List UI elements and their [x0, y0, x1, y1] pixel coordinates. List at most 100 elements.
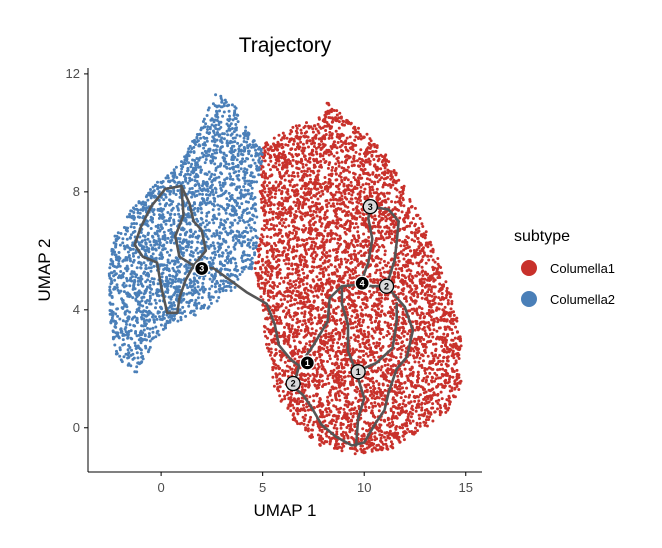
point: [366, 372, 370, 376]
point: [359, 199, 362, 203]
point: [278, 221, 282, 225]
point: [358, 317, 362, 321]
point: [432, 292, 436, 296]
point: [323, 113, 327, 117]
point: [434, 342, 438, 346]
point: [309, 245, 313, 249]
point: [359, 189, 363, 193]
point: [358, 196, 361, 199]
point: [294, 347, 298, 351]
point: [321, 289, 325, 293]
point: [286, 276, 290, 279]
point: [409, 400, 413, 404]
point: [386, 236, 390, 240]
point: [374, 310, 378, 314]
point: [303, 214, 307, 218]
point: [370, 327, 374, 331]
point: [342, 330, 346, 334]
point: [406, 252, 410, 256]
point: [272, 281, 276, 285]
point: [447, 394, 451, 398]
point: [339, 426, 343, 430]
point: [316, 122, 320, 126]
point: [288, 162, 292, 165]
point: [260, 286, 264, 290]
point: [415, 342, 419, 346]
point: [329, 410, 333, 414]
point: [292, 228, 296, 232]
point: [291, 318, 295, 322]
point: [349, 122, 353, 126]
point: [370, 153, 374, 157]
point: [459, 344, 463, 348]
point: [355, 329, 359, 333]
point: [404, 424, 408, 428]
point: [284, 208, 288, 212]
point: [296, 306, 300, 310]
point: [406, 427, 410, 431]
point: [314, 150, 318, 154]
point: [448, 327, 452, 331]
point: [285, 212, 289, 215]
point: [356, 243, 359, 247]
point: [310, 433, 314, 437]
point: [416, 370, 420, 374]
point: [316, 246, 320, 249]
point: [378, 261, 382, 265]
point: [284, 262, 288, 266]
point: [351, 326, 355, 330]
point: [304, 211, 307, 215]
point: [303, 243, 307, 247]
point: [310, 318, 313, 321]
point: [360, 438, 363, 442]
point: [383, 418, 386, 422]
point: [398, 190, 402, 194]
point: [327, 381, 331, 385]
point: [432, 342, 435, 346]
point: [352, 408, 356, 411]
point: [442, 311, 446, 315]
point: [415, 322, 419, 326]
point: [275, 157, 279, 161]
point: [348, 306, 352, 310]
point: [389, 241, 393, 245]
point: [305, 139, 309, 143]
point: [319, 267, 323, 271]
point: [372, 381, 375, 385]
point: [357, 404, 361, 408]
point: [406, 378, 410, 382]
point: [328, 161, 332, 165]
point: [405, 243, 409, 247]
point: [356, 225, 360, 229]
point: [411, 390, 415, 394]
point: [411, 262, 415, 266]
point: [313, 316, 317, 320]
point: [312, 171, 316, 175]
point: [298, 340, 302, 344]
point: [281, 373, 285, 377]
point: [307, 248, 311, 251]
point: [288, 365, 292, 369]
point: [300, 311, 304, 315]
point: [274, 366, 278, 370]
point: [342, 141, 346, 145]
point: [323, 211, 327, 214]
point: [331, 341, 335, 345]
point: [262, 170, 266, 174]
point: [360, 379, 364, 383]
point: [428, 371, 432, 375]
point: [330, 362, 334, 366]
point: [370, 256, 374, 260]
point: [407, 208, 411, 212]
point: [426, 375, 430, 379]
point: [450, 302, 454, 306]
point: [320, 440, 324, 444]
point: [377, 245, 381, 249]
point: [319, 163, 323, 167]
point: [317, 191, 321, 195]
point: [325, 215, 329, 219]
point: [329, 229, 333, 233]
point: [351, 287, 355, 291]
point: [370, 438, 374, 442]
point: [301, 142, 305, 146]
